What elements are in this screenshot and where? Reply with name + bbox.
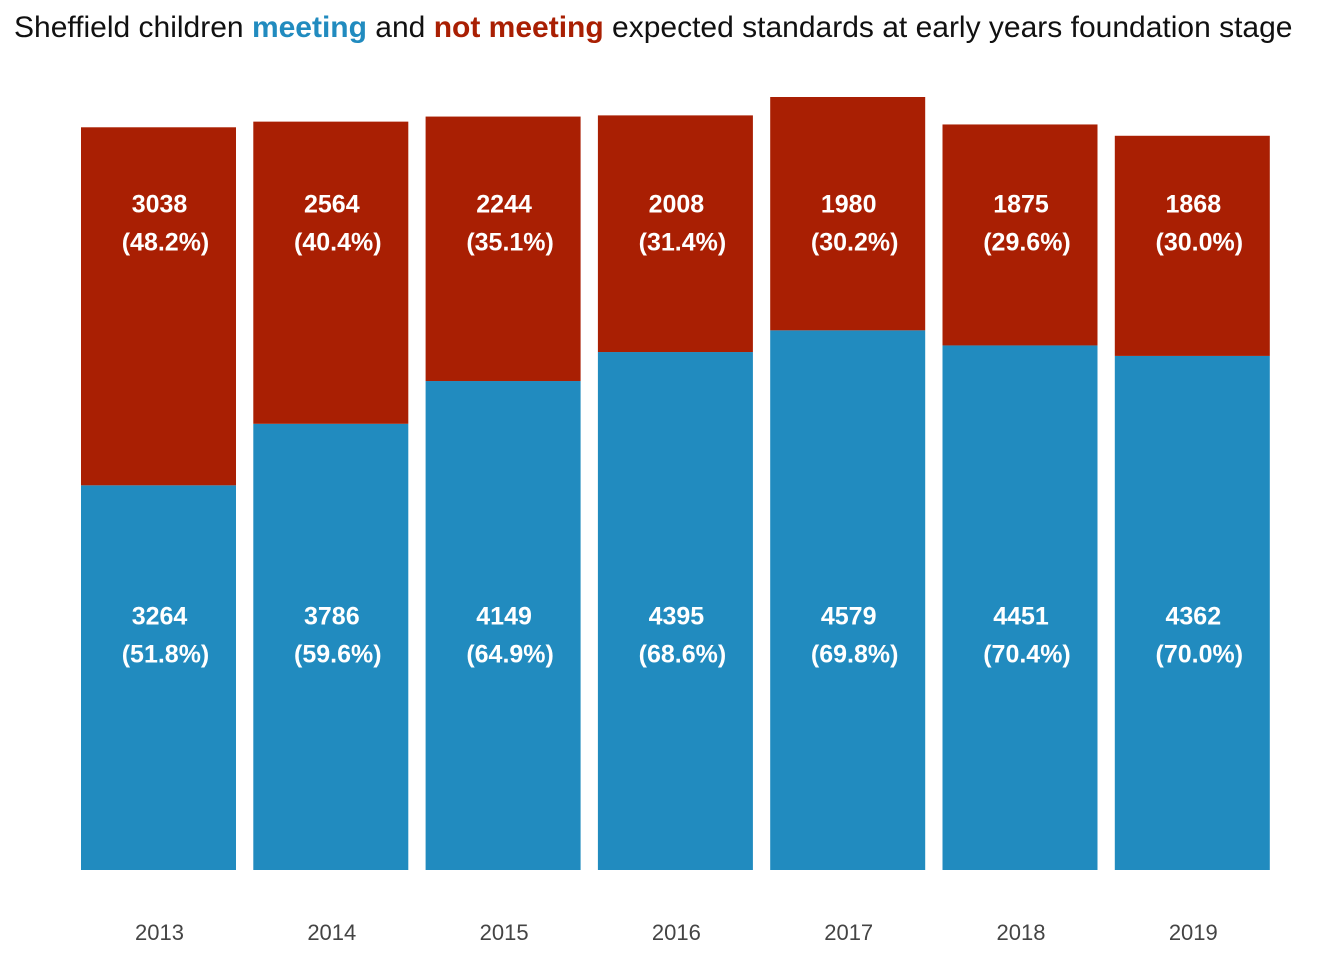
x-tick-label-2013: 2013 bbox=[135, 920, 184, 945]
bar-not-meeting-2019 bbox=[1114, 135, 1270, 356]
value-label-not-meeting-2019: 1868 bbox=[1165, 191, 1221, 219]
percent-label-not-meeting-2015: (35.1%) bbox=[466, 229, 554, 257]
bar-meeting-2018 bbox=[942, 345, 1098, 870]
bar-meeting-2017 bbox=[770, 330, 926, 870]
title-middle: and bbox=[366, 11, 434, 44]
title-prefix: Sheffield children bbox=[14, 11, 252, 44]
percent-label-meeting-2013: (51.8%) bbox=[122, 641, 210, 669]
bars-layer bbox=[81, 97, 1270, 870]
bar-not-meeting-2014 bbox=[253, 121, 409, 424]
x-tick-label-2014: 2014 bbox=[307, 920, 356, 945]
value-label-not-meeting-2014: 2564 bbox=[304, 191, 360, 219]
value-label-not-meeting-2013: 3038 bbox=[132, 191, 188, 219]
bar-not-meeting-2016 bbox=[597, 115, 753, 353]
percent-label-not-meeting-2016: (31.4%) bbox=[639, 229, 727, 257]
bar-meeting-2014 bbox=[253, 423, 409, 870]
bar-labels-layer: 3038 (48.2%) 3264 (51.8%) 2564 (40.4%) 3786 (59… bbox=[122, 191, 1243, 669]
bar-not-meeting-2015 bbox=[425, 116, 581, 382]
bar-meeting-2016 bbox=[597, 352, 753, 870]
x-axis-ticks: 2013 2014 2015 2016 2017 2018 2019 bbox=[135, 920, 1218, 945]
value-label-meeting-2017: 4579 bbox=[821, 603, 877, 631]
x-tick-label-2017: 2017 bbox=[824, 920, 873, 945]
bar-not-meeting-2017 bbox=[770, 97, 926, 331]
value-label-meeting-2019: 4362 bbox=[1165, 603, 1221, 631]
percent-label-not-meeting-2014: (40.4%) bbox=[294, 229, 382, 257]
bar-not-meeting-2013 bbox=[81, 127, 236, 486]
percent-label-not-meeting-2018: (29.6%) bbox=[983, 229, 1071, 257]
percent-label-meeting-2018: (70.4%) bbox=[983, 641, 1071, 669]
x-tick-label-2016: 2016 bbox=[652, 920, 701, 945]
value-label-not-meeting-2015: 2244 bbox=[476, 191, 532, 219]
x-tick-label-2018: 2018 bbox=[997, 920, 1046, 945]
percent-label-meeting-2014: (59.6%) bbox=[294, 641, 382, 669]
title-not-meeting-highlight: not meeting bbox=[433, 11, 604, 44]
bar-meeting-2013 bbox=[81, 485, 236, 870]
percent-label-not-meeting-2019: (30.0%) bbox=[1156, 229, 1244, 257]
bar-not-meeting-2018 bbox=[942, 124, 1098, 346]
percent-label-meeting-2019: (70.0%) bbox=[1156, 641, 1244, 669]
percent-label-not-meeting-2013: (48.2%) bbox=[122, 229, 210, 257]
bar-meeting-2019 bbox=[1114, 355, 1270, 870]
title-meeting-highlight: meeting bbox=[251, 11, 367, 44]
value-label-meeting-2014: 3786 bbox=[304, 603, 360, 631]
percent-label-meeting-2017: (69.8%) bbox=[811, 641, 899, 669]
value-label-meeting-2015: 4149 bbox=[476, 603, 532, 631]
x-tick-label-2015: 2015 bbox=[480, 920, 529, 945]
x-tick-label-2019: 2019 bbox=[1169, 920, 1218, 945]
value-label-meeting-2018: 4451 bbox=[993, 603, 1049, 631]
value-label-not-meeting-2017: 1980 bbox=[821, 191, 877, 219]
value-label-meeting-2013: 3264 bbox=[132, 603, 188, 631]
bar-meeting-2015 bbox=[425, 381, 581, 870]
title-suffix: expected standards at early years founda… bbox=[603, 11, 1293, 44]
value-label-meeting-2016: 4395 bbox=[649, 603, 705, 631]
value-label-not-meeting-2018: 1875 bbox=[993, 191, 1049, 219]
value-label-not-meeting-2016: 2008 bbox=[649, 191, 705, 219]
percent-label-meeting-2016: (68.6%) bbox=[639, 641, 727, 669]
chart-title: Sheffield children meeting and not meeti… bbox=[14, 8, 1292, 48]
percent-label-meeting-2015: (64.9%) bbox=[466, 641, 554, 669]
percent-label-not-meeting-2017: (30.2%) bbox=[811, 229, 899, 257]
